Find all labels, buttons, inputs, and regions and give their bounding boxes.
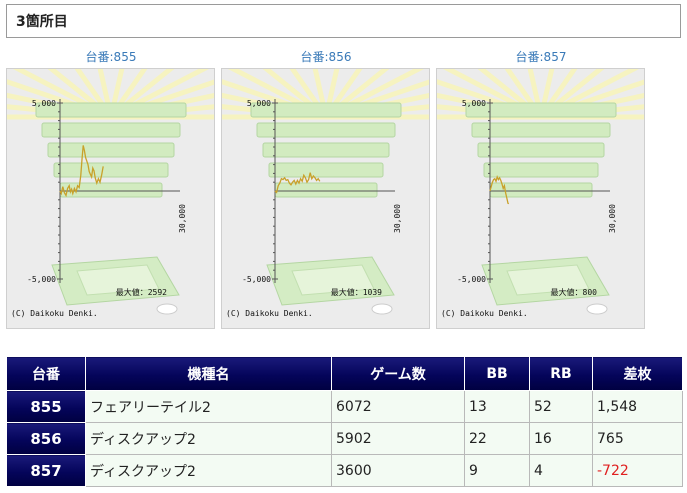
y-tick-label-bottom: -5,000	[242, 275, 271, 284]
tray-decoration	[35, 102, 187, 118]
copyright-label: (C) Daikoku Denki.	[226, 309, 313, 318]
header-rb: RB	[529, 356, 593, 391]
table-header-row: 台番 機種名 ゲーム数 BB RB 差枚	[6, 356, 683, 391]
max-value-label: 最大値：800	[551, 287, 598, 297]
slump-line	[489, 174, 510, 205]
header-model-name: 機種名	[85, 356, 332, 391]
results-table: 台番 機種名 ゲーム数 BB RB 差枚 855 フェアリーテイル2 6072 …	[6, 356, 683, 487]
header-bb: BB	[464, 356, 530, 391]
section-title: 3箇所目	[16, 14, 68, 30]
x-tick-label-end: 30,000	[608, 204, 617, 233]
model-name-cell: フェアリーテイル2	[85, 390, 332, 423]
diff-cell: 765	[592, 422, 683, 455]
tray-decoration	[47, 142, 175, 158]
machine-no-cell: 856	[6, 422, 86, 455]
coin-decoration	[156, 303, 178, 315]
bb-cell: 9	[464, 454, 530, 487]
rb-cell: 4	[529, 454, 593, 487]
header-diff: 差枚	[592, 356, 683, 391]
tray-decoration	[465, 102, 617, 118]
background-decoration	[222, 69, 429, 315]
tray-decoration	[274, 182, 378, 198]
tray-decoration	[471, 122, 611, 138]
slump-graph: 5,000 -5,000 30,000 最大値：800 (C) Daikoku Denk…	[436, 68, 645, 329]
diff-cell: -722	[592, 454, 683, 487]
copyright-label: (C) Daikoku Denki.	[11, 309, 98, 318]
graph-caption[interactable]: 台番:855	[85, 50, 137, 64]
y-tick-label-top: 5,000	[462, 99, 486, 108]
rb-cell: 16	[529, 422, 593, 455]
graph-panel-856: 台番:856 5,000 -5,000 30,000 最大値：1039 (C) Daik…	[221, 48, 431, 331]
bb-cell: 13	[464, 390, 530, 423]
background-decoration	[437, 69, 644, 315]
games-cell: 3600	[331, 454, 465, 487]
background-decoration	[7, 69, 214, 315]
tray-decoration	[76, 264, 160, 296]
tray-decoration	[291, 264, 375, 296]
bb-cell: 22	[464, 422, 530, 455]
graph-caption[interactable]: 台番:856	[300, 50, 352, 64]
slump-graph: 5,000 -5,000 30,000 最大値：1039 (C) Daikoku Den…	[221, 68, 430, 329]
tray-decoration	[268, 162, 384, 178]
tray-decoration	[256, 122, 396, 138]
tray-decoration	[262, 142, 390, 158]
y-tick-label-top: 5,000	[247, 99, 271, 108]
rb-cell: 52	[529, 390, 593, 423]
coin-decoration	[586, 303, 608, 315]
tray-decoration	[483, 162, 599, 178]
y-tick-label-bottom: -5,000	[457, 275, 486, 284]
tray-decoration	[250, 102, 402, 118]
slump-line	[274, 172, 321, 194]
graph-panel-857: 台番:857 5,000 -5,000 30,000 最大値：800 (C) Daiko…	[436, 48, 646, 331]
slump-graph: 5,000 -5,000 30,000 最大値：2592 (C) Daikoku Den…	[6, 68, 215, 329]
graph-panel-855: 台番:855 5,000 -5,000 30,000 最大値：2592 (C) Daik…	[6, 48, 216, 331]
graph-svg: 5,000 -5,000 30,000 最大値：2592 (C) Daikoku Den…	[7, 69, 214, 318]
games-cell: 5902	[331, 422, 465, 455]
table-row: 857 ディスクアップ2 3600 9 4 -722	[6, 454, 683, 487]
x-tick-label-end: 30,000	[178, 204, 187, 233]
table-row: 856 ディスクアップ2 5902 22 16 765	[6, 422, 683, 455]
games-cell: 6072	[331, 390, 465, 423]
tray-decoration	[41, 122, 181, 138]
tray-decoration	[477, 142, 605, 158]
x-tick-label-end: 30,000	[393, 204, 402, 233]
max-value-label: 最大値：1039	[331, 287, 382, 297]
tray-decoration	[506, 264, 590, 296]
copyright-label: (C) Daikoku Denki.	[441, 309, 528, 318]
header-machine-no: 台番	[6, 356, 86, 391]
model-name-cell: ディスクアップ2	[85, 454, 332, 487]
diff-cell: 1,548	[592, 390, 683, 423]
slump-line	[59, 145, 104, 198]
table-row: 855 フェアリーテイル2 6072 13 52 1,548	[6, 390, 683, 423]
header-games: ゲーム数	[331, 356, 465, 391]
graph-svg: 5,000 -5,000 30,000 最大値：800 (C) Daikoku Denk…	[437, 69, 644, 318]
graph-caption[interactable]: 台番:857	[515, 50, 567, 64]
y-tick-label-bottom: -5,000	[27, 275, 56, 284]
machine-no-cell: 855	[6, 390, 86, 423]
graph-svg: 5,000 -5,000 30,000 最大値：1039 (C) Daikoku Den…	[222, 69, 429, 318]
model-name-cell: ディスクアップ2	[85, 422, 332, 455]
max-value-label: 最大値：2592	[116, 287, 167, 297]
y-tick-label-top: 5,000	[32, 99, 56, 108]
section-header: 3箇所目	[6, 4, 681, 38]
tray-decoration	[53, 162, 169, 178]
machine-no-cell: 857	[6, 454, 86, 487]
coin-decoration	[371, 303, 393, 315]
